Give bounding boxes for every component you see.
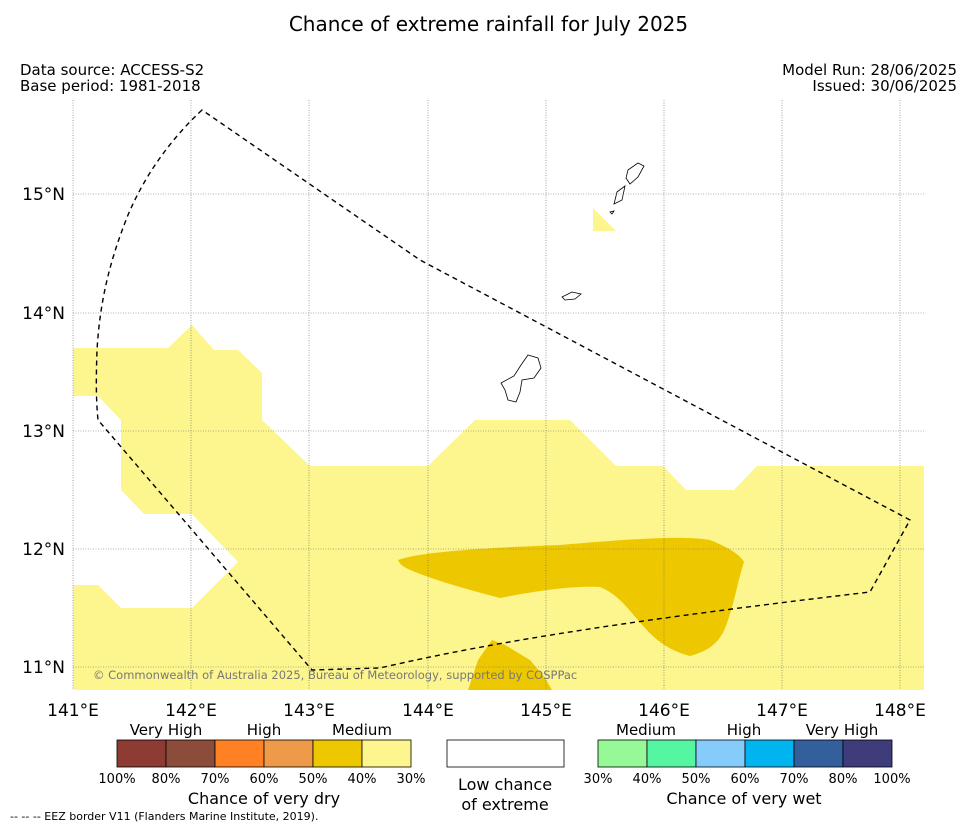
lon-tick: 142°E (165, 701, 217, 721)
wet-tick-label: 70% (780, 772, 809, 787)
lon-tick: 143°E (283, 701, 335, 721)
legend-dry: Very High High Medium 100% 80% 70% 60% 50% 40… (98, 721, 425, 808)
dry-group-label: Medium (332, 721, 392, 739)
dry-tick-label: 80% (152, 772, 181, 787)
issued-date: Issued: 30/06/2025 (812, 77, 957, 95)
wet-color-swatch (597, 739, 648, 768)
lat-tick-labels: 15°N 14°N 13°N 12°N 11°N (22, 185, 65, 678)
wet-group-label: Very High (806, 721, 879, 739)
lon-tick: 146°E (638, 701, 690, 721)
wet-tick-label: 50% (682, 772, 711, 787)
lon-tick: 147°E (756, 701, 808, 721)
lon-tick: 148°E (874, 701, 926, 721)
wet-color-swatch (793, 739, 844, 768)
eez-footnote: -- -- -- EEZ border V11 (Flanders Marine… (10, 810, 318, 823)
dry-color-swatch (165, 739, 216, 768)
island-guam (500, 354, 542, 403)
legend-wet: Medium High Very High 30% 40% 50% 60% 70% 80%… (584, 721, 911, 808)
dry-color-swatch (214, 739, 265, 768)
wet-tick-label: 60% (731, 772, 760, 787)
wet-tick-label: 100% (873, 772, 910, 787)
islands (500, 162, 645, 403)
dry-color-swatch (116, 739, 167, 768)
dry-tick-label: 60% (250, 772, 279, 787)
wet-colorbar (597, 739, 893, 768)
island-rota (561, 291, 582, 301)
map-title: Chance of extreme rainfall for July 2025 (288, 12, 689, 36)
dry-tick-label: 70% (201, 772, 230, 787)
wet-group-label: Medium (616, 721, 676, 739)
model-run: Model Run: 28/06/2025 (782, 61, 957, 79)
lon-tick: 145°E (520, 701, 572, 721)
wet-group-label: High (727, 721, 761, 739)
low-chance-line1: Low chance (458, 775, 552, 794)
legend-low-chance: Low chance of extreme (446, 739, 565, 814)
dry-colorbar-title: Chance of very dry (188, 789, 340, 808)
island-saipan (625, 162, 645, 185)
low-chance-swatch (446, 739, 565, 768)
lat-tick: 14°N (22, 304, 65, 324)
dry-group-label: Very High (130, 721, 203, 739)
wet-tick-label: 40% (633, 772, 662, 787)
wet-color-swatch (744, 739, 795, 768)
dry-group-label: High (247, 721, 281, 739)
wet-tick-label: 30% (584, 772, 613, 787)
wet-color-swatch (842, 739, 893, 768)
wet-tick-label: 80% (829, 772, 858, 787)
map-area (72, 100, 924, 690)
island-aguijan (609, 210, 615, 215)
lat-tick: 12°N (22, 540, 65, 560)
wet-color-swatch (695, 739, 746, 768)
dry-medium-low-region (73, 325, 924, 690)
dry-tick-label: 30% (397, 772, 426, 787)
copyright-text: © Commonwealth of Australia 2025, Bureau… (93, 668, 577, 682)
dry-tick-label: 100% (98, 772, 135, 787)
wet-color-swatch (646, 739, 697, 768)
lon-tick-labels: 141°E 142°E 143°E 144°E 145°E 146°E 147°… (47, 701, 926, 721)
grid-lines (72, 100, 924, 690)
base-period: Base period: 1981-2018 (20, 77, 201, 95)
dry-color-swatch (263, 739, 314, 768)
lon-tick: 144°E (402, 701, 454, 721)
dry-colorbar-ticks: 100% 80% 70% 60% 50% 40% 30% (98, 772, 425, 787)
meta-left: Data source: ACCESS-S2 Base period: 1981… (20, 62, 204, 94)
meta-right: Model Run: 28/06/2025 Issued: 30/06/2025 (782, 62, 957, 94)
dry-color-swatch (361, 739, 412, 768)
dry-tick-label: 40% (348, 772, 377, 787)
lat-tick: 15°N (22, 185, 65, 205)
island-tinian (613, 185, 626, 205)
wet-colorbar-title: Chance of very wet (666, 789, 821, 808)
data-source: Data source: ACCESS-S2 (20, 61, 205, 79)
lon-tick: 141°E (47, 701, 99, 721)
dry-medium-high-region (398, 537, 744, 656)
dry-color-swatch (312, 739, 363, 768)
dry-medium-high-south (468, 640, 552, 690)
dry-colorbar (116, 739, 412, 768)
eez-border (95, 109, 911, 671)
dry-medium-low-patch (593, 208, 616, 231)
wet-colorbar-ticks: 30% 40% 50% 60% 70% 80% 100% (584, 772, 911, 787)
low-chance-line2: of extreme (461, 795, 548, 814)
lat-tick: 13°N (22, 422, 65, 442)
lat-tick: 11°N (22, 658, 65, 678)
dry-tick-label: 50% (299, 772, 328, 787)
